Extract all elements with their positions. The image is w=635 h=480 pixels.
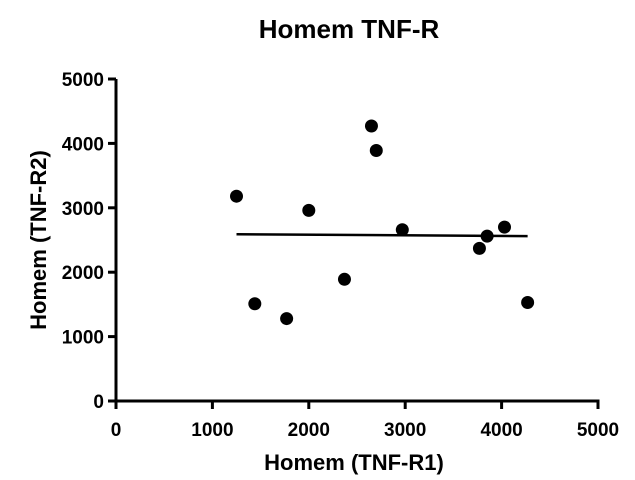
data-point: [248, 297, 262, 311]
data-points: [230, 119, 535, 326]
regression-line-group: [236, 232, 528, 238]
data-point: [364, 119, 378, 133]
regression-line: [236, 232, 528, 238]
data-point: [302, 203, 316, 217]
data-point: [280, 312, 294, 326]
data-point: [395, 223, 409, 237]
data-point: [497, 220, 511, 234]
x-tick-label: 5000: [577, 420, 619, 441]
x-tick-label: 4000: [480, 420, 522, 441]
data-point: [480, 229, 494, 243]
x-tick-label: 0: [111, 420, 122, 441]
x-tick-label: 3000: [384, 420, 426, 441]
data-point: [472, 241, 486, 255]
y-tick-label: 5000: [62, 70, 104, 91]
axes: 0 1000 2000 3000 4000 5000 0 1000 2000 3000 4000 50…: [62, 70, 619, 441]
y-axis-label: Homem (TNF-R2): [26, 150, 51, 330]
y-tick-label: 3000: [62, 199, 104, 220]
y-tick-label: 4000: [62, 134, 104, 155]
data-point: [337, 272, 351, 286]
x-axis-label: Homem (TNF-R1): [264, 450, 444, 475]
data-point: [369, 143, 383, 157]
chart-title: Homem TNF-R: [259, 14, 440, 44]
data-point: [521, 295, 535, 309]
y-tick-label: 1000: [62, 328, 104, 349]
y-tick-label: 2000: [62, 263, 104, 284]
y-tick-label: 0: [93, 392, 104, 413]
x-tick-label: 2000: [288, 420, 330, 441]
x-tick-label: 1000: [191, 420, 233, 441]
data-point: [230, 189, 243, 203]
